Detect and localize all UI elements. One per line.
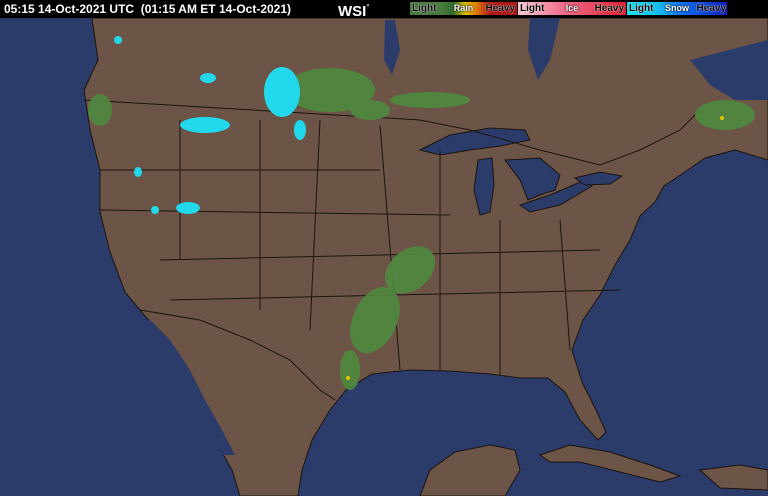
gulf-st-lawrence bbox=[690, 40, 768, 100]
legend-ice-light: Light bbox=[520, 3, 545, 14]
radar-heavy-rain bbox=[346, 116, 724, 380]
legend-rain-heavy: Heavy bbox=[485, 3, 515, 14]
lake-winnipeg bbox=[384, 20, 400, 75]
legend-ice-heavy: Heavy bbox=[594, 3, 624, 14]
hispaniola bbox=[698, 464, 768, 491]
legend-ice-title: Ice bbox=[565, 3, 579, 13]
hudson-strait bbox=[528, 18, 560, 80]
borders bbox=[83, 99, 701, 401]
legend-ice: Light Ice Heavy bbox=[518, 2, 626, 15]
legend-rain-title: Rain bbox=[453, 3, 474, 13]
legend-snow-title: Snow bbox=[665, 3, 689, 13]
wsi-logo: WSI° bbox=[338, 3, 370, 20]
lake-ontario bbox=[573, 171, 624, 186]
timestamp: 05:15 14-Oct-2021 UTC (01:15 AM ET 14-Oc… bbox=[4, 2, 292, 16]
gulf-of-california bbox=[148, 318, 235, 455]
radar-rain bbox=[88, 68, 755, 390]
header-bar: 05:15 14-Oct-2021 UTC (01:15 AM ET 14-Oc… bbox=[0, 0, 768, 20]
map-canvas bbox=[0, 18, 768, 496]
lake-huron bbox=[504, 157, 561, 201]
legend-snow-light: Light bbox=[629, 3, 654, 14]
lake-michigan bbox=[473, 157, 495, 216]
cuba bbox=[538, 444, 682, 483]
lake-superior bbox=[418, 127, 531, 156]
lake-erie bbox=[518, 179, 593, 213]
legend-snow: Light Snow Heavy bbox=[627, 2, 727, 15]
yucatan bbox=[419, 444, 521, 496]
legend-rain-light: Light bbox=[412, 3, 437, 14]
legend-snow-heavy: Heavy bbox=[696, 3, 726, 14]
radar-snow bbox=[114, 36, 306, 214]
legend-rain: Light Rain Heavy bbox=[410, 2, 517, 15]
pacific-baja bbox=[0, 300, 215, 496]
